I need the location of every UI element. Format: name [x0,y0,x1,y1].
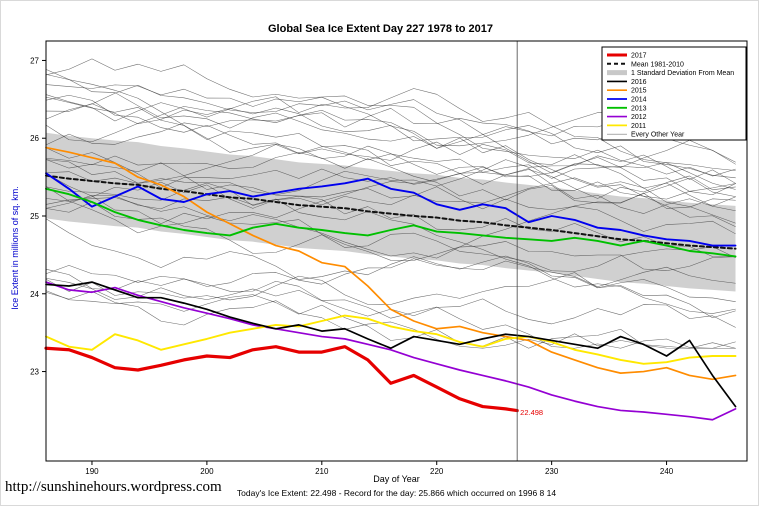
x-tick-label: 230 [545,467,559,476]
other-year-line [45,201,736,272]
other-year-line [45,171,736,235]
x-tick-label: 210 [315,467,329,476]
footer-url: http://sunshinehours.wordpress.com [5,479,222,495]
other-year-line [45,177,736,224]
legend-label: 2017 [631,53,647,60]
x-axis-label: Day of Year [373,474,420,484]
legend-label: 1 Standard Deviation From Mean [631,70,734,77]
other-year-line [45,195,736,314]
series-line-2014 [45,172,737,247]
other-year-line [45,268,736,349]
other-year-line [45,69,736,227]
other-year-line [45,141,736,196]
legend-label: 2012 [631,114,647,121]
other-year-line [45,290,736,349]
x-tick-label: 240 [660,467,674,476]
plot-frame [45,40,748,462]
legend-label: 2014 [631,97,647,104]
y-tick-label: 26 [30,134,39,143]
std-deviation-band [46,132,736,292]
other-year-line [45,58,736,177]
series-line-mean-1981-2010 [45,174,737,250]
legend-label: Every Other Year [631,132,685,139]
series-line-2017 [44,345,519,413]
series-line-2011 [45,314,737,365]
other-year-line [45,147,736,199]
series-line-2012 [45,281,737,421]
legend-label: 2015 [631,88,647,95]
other-year-line [45,197,736,271]
legend-label: 2011 [631,123,646,130]
other-year-line [45,291,736,349]
ice-extent-annotation: 22.498 [520,408,543,417]
other-year-line [45,152,736,209]
chart-title: Global Sea Ice Extent Day 227 1978 to 20… [267,23,493,35]
other-year-line [45,94,736,214]
y-axis-label: Ice Extent in millions of sq. km. [10,186,20,310]
legend-label: 2013 [631,105,647,112]
legend-label: 2016 [631,79,647,86]
legend-label: Mean 1981-2010 [631,61,684,68]
x-tick-label: 220 [430,467,444,476]
y-tick-label: 24 [30,290,39,299]
other-year-line [45,272,736,305]
x-tick-label: 190 [85,467,99,476]
other-year-line [45,154,736,196]
other-year-line [45,88,736,190]
other-year-line [45,103,736,179]
other-year-line [45,258,736,288]
y-tick-label: 25 [30,212,39,221]
series-line-2016 [45,281,737,408]
other-year-line [45,74,736,200]
other-year-line [45,96,736,179]
footer-note: Today's Ice Extent: 22.498 - Record for … [236,488,557,498]
series-line-2013 [45,187,737,258]
series-line-2015 [45,146,737,381]
other-year-line [45,163,736,224]
y-tick-label: 27 [30,56,39,65]
other-year-line [45,181,736,258]
x-tick-label: 200 [200,467,214,476]
other-year-line [45,218,736,319]
y-tick-label: 23 [30,368,39,377]
